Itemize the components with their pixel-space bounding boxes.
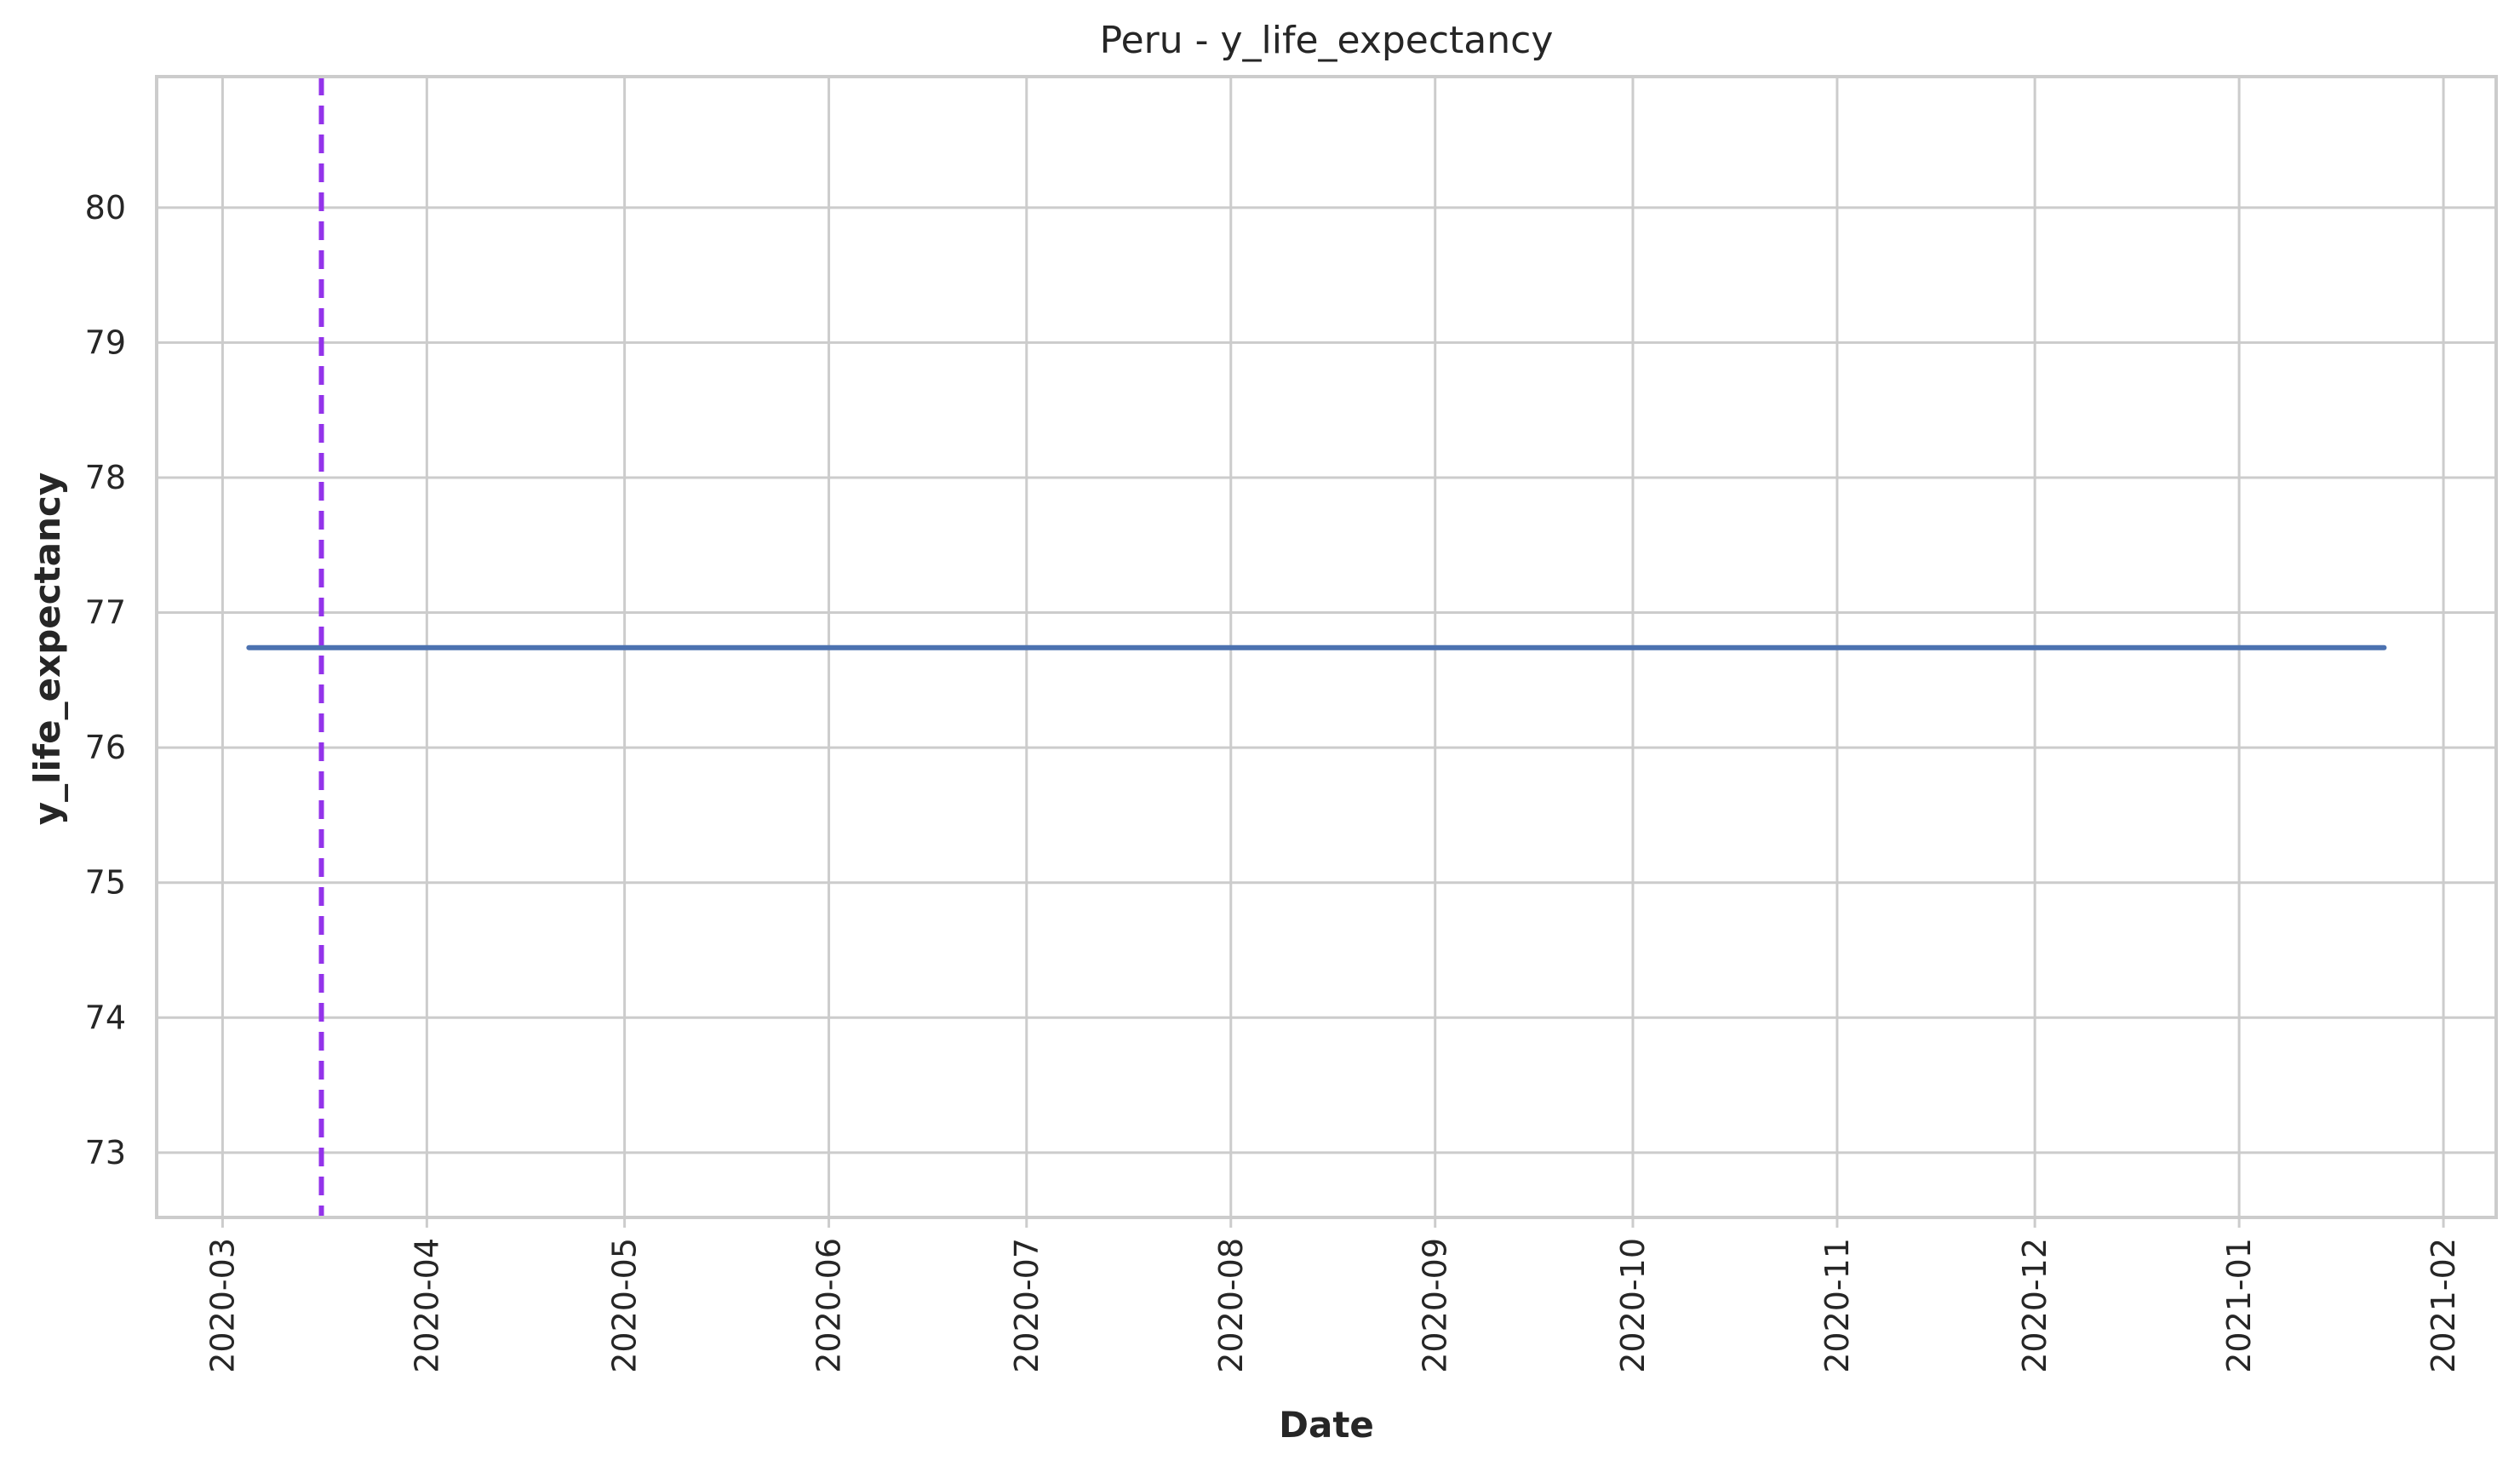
plot-frame [155,75,2498,1219]
x-tick-label: 2020-05 [606,1238,644,1373]
x-tick-label: 2020-10 [1614,1238,1652,1373]
grid-layer [157,77,2496,1228]
x-tick-label: 2020-06 [810,1238,848,1373]
y-tick-label: 75 [85,864,126,902]
x-tick-label: 2020-03 [203,1238,241,1373]
x-tick-label: 2020-08 [1212,1238,1250,1373]
x-tick-label: 2020-09 [1417,1238,1454,1373]
x-tick-label: 2021-01 [2220,1238,2258,1373]
x-tick-label: 2020-07 [1008,1238,1045,1373]
y-tick-label: 76 [85,729,126,766]
tick-layer: 73 74 75 76 77 78 79 80 2020-03 2020-04 2020-05 202… [85,189,2462,1373]
x-tick-label: 2020-04 [408,1238,445,1373]
y-axis-label: y_life_expectancy [26,473,68,826]
y-tick-label: 79 [85,324,126,361]
x-axis-label: Date [1279,1404,1374,1446]
y-tick-label: 74 [85,999,126,1036]
y-tick-label: 73 [85,1134,126,1171]
chart-title: Peru - y_life_expectancy [1100,19,1554,62]
x-tick-label: 2020-11 [1818,1238,1856,1373]
data-layer [246,77,2387,1217]
y-tick-label: 80 [85,189,126,226]
x-tick-label: 2020-12 [2016,1238,2053,1373]
x-tick-label: 2021-02 [2425,1238,2462,1373]
y-tick-label: 77 [85,594,126,632]
y-tick-label: 78 [85,459,126,496]
